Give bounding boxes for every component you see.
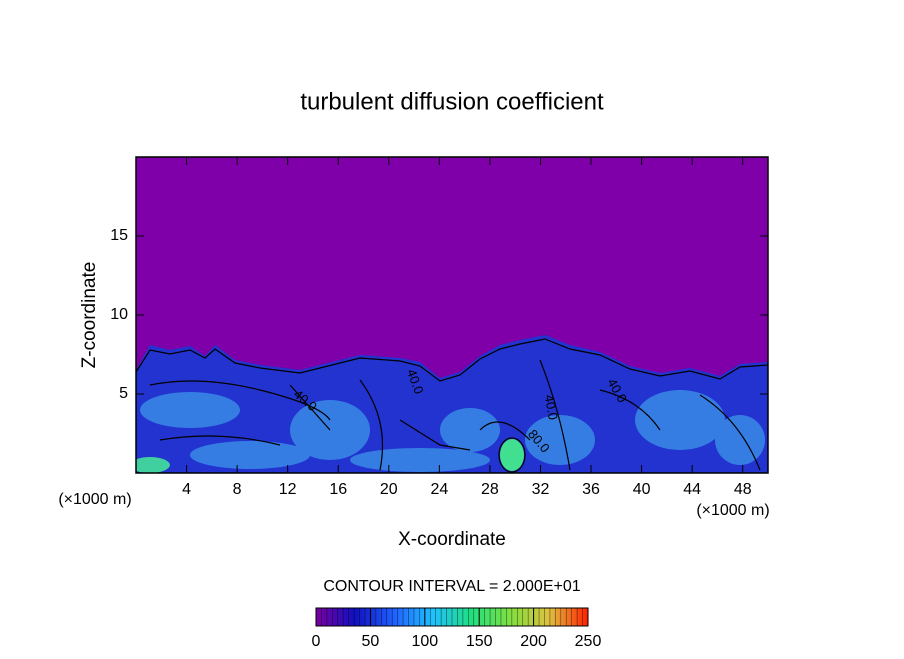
- colorbar-tick-label: 200: [520, 633, 547, 650]
- x-axis-label: X-coordinate: [398, 529, 506, 550]
- x-tick-label: 16: [329, 481, 347, 498]
- contours: [136, 338, 768, 473]
- colorbar-tick-label: 150: [466, 633, 493, 650]
- field: [136, 157, 768, 473]
- colorbar-tick-label: 100: [411, 633, 438, 650]
- x-tick-label: 24: [430, 481, 448, 498]
- colorbar-tick-label: 50: [362, 633, 380, 650]
- annotation: CONTOUR INTERVAL = 2.000E+01: [323, 578, 580, 595]
- colorbar-tick-label: 250: [575, 633, 602, 650]
- x-tick-label: 48: [734, 481, 752, 498]
- x-tick-label: 44: [683, 481, 701, 498]
- x-unit-label: (×1000 m): [58, 491, 131, 508]
- x-tick-label: 36: [582, 481, 600, 498]
- x-tick-label: 28: [481, 481, 499, 498]
- x-tick-label: 4: [182, 481, 191, 498]
- x-tick-label: 8: [233, 481, 242, 498]
- y-tick-label: 15: [110, 227, 128, 244]
- y-tick-label: 5: [119, 385, 128, 402]
- field-peak: [500, 439, 524, 471]
- x-tick-label: 20: [380, 481, 398, 498]
- x-tick-label: 40: [633, 481, 651, 498]
- y-tick-label: 10: [110, 306, 128, 323]
- x-tick-label: 12: [279, 481, 297, 498]
- x-unit-label: (×1000 m): [696, 502, 769, 519]
- field-peak: [136, 457, 170, 473]
- chart-title: turbulent diffusion coefficient: [300, 88, 604, 115]
- contour-label: 40.0: [542, 394, 561, 422]
- colorbar-tick-label: 0: [312, 633, 321, 650]
- field-patches: [140, 390, 765, 472]
- y-axis-label: Z-coordinate: [79, 262, 100, 369]
- x-tick-label: 32: [532, 481, 550, 498]
